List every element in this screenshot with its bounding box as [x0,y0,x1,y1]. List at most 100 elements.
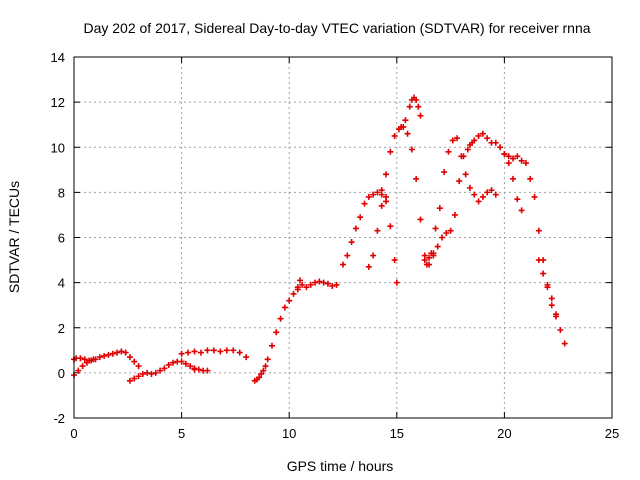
data-point [258,371,265,378]
data-point [531,193,538,200]
data-point [501,151,508,158]
gridlines [74,57,612,418]
data-series-4 [191,366,211,374]
data-series-12 [421,139,476,264]
data-point [436,205,443,212]
x-tick-label: 10 [282,426,296,441]
data-point [548,295,555,302]
data-point [197,349,204,356]
data-point [466,184,473,191]
data-point [365,263,372,270]
axis-ticks: 0 5 10 15 20 25 -2 0 2 4 6 8 10 12 14 [51,50,620,441]
data-point [393,279,400,286]
data-point [402,117,409,124]
data-point [535,227,542,234]
data-point [109,350,116,357]
data-point [290,290,297,297]
data-point [417,112,424,119]
data-point [178,350,185,357]
y-tick-label: 6 [58,231,65,246]
data-point [464,146,471,153]
data-point [333,281,340,288]
data-point [256,374,263,381]
data-point [404,130,411,137]
data-point [348,239,355,246]
data-point [510,175,517,182]
data-point [131,375,138,382]
data-point [421,257,428,264]
data-point [281,304,288,311]
data-point [243,354,250,361]
data-point [471,191,478,198]
data-series-14 [466,130,525,214]
data-point [415,103,422,110]
data-point [273,329,280,336]
data-point [294,284,301,291]
data-point [357,214,364,221]
chart-title: Day 202 of 2017, Sidereal Day-to-day VTE… [83,20,590,36]
data-point [185,349,192,356]
x-tick-label: 5 [178,426,185,441]
data-point [262,363,269,370]
data-point [423,261,430,268]
data-point [195,366,202,373]
data-point [561,340,568,347]
data-point [492,191,499,198]
data-point [307,281,314,288]
data-point [479,130,486,137]
y-tick-label: 12 [51,95,65,110]
data-point [187,363,194,370]
data-point [144,369,151,376]
y-tick-label: 0 [58,366,65,381]
data-point [387,223,394,230]
data-point [312,279,319,286]
data-point [105,351,112,358]
x-tick-label: 25 [605,426,619,441]
data-point [157,367,164,374]
data-point [374,227,381,234]
data-point [475,198,482,205]
y-tick-label: 8 [58,185,65,200]
data-point [510,155,517,162]
data-point [540,270,547,277]
data-point [152,369,159,376]
data-point [484,189,491,196]
data-point [340,261,346,268]
data-point [408,146,415,153]
data-point [391,132,398,139]
data-point [391,257,398,264]
data-point [75,367,82,374]
data-point [454,135,461,142]
data-point [178,358,185,365]
data-point [466,141,473,148]
data-point [79,363,86,370]
data-point [456,178,463,185]
data-point [161,365,168,372]
data-point [449,137,456,144]
data-point [378,191,385,198]
data-point [210,347,217,354]
data-series-5 [178,347,250,361]
data-point [96,354,103,361]
data-point [236,349,243,356]
data-point [182,360,189,367]
data-point [81,356,88,363]
data-point [505,153,512,160]
data-point [118,348,125,355]
data-point [434,243,441,250]
data-point [352,225,359,232]
data-point [148,371,155,378]
data-point [286,297,293,304]
data-point [398,123,405,130]
data-point [387,148,394,155]
data-point [126,354,133,361]
data-point [492,139,499,146]
data-series-16 [535,257,560,318]
data-point [417,216,424,223]
data-point [432,225,439,232]
data-point [365,193,372,200]
data-point [114,349,121,356]
data-point [204,367,211,374]
data-point [383,193,390,200]
